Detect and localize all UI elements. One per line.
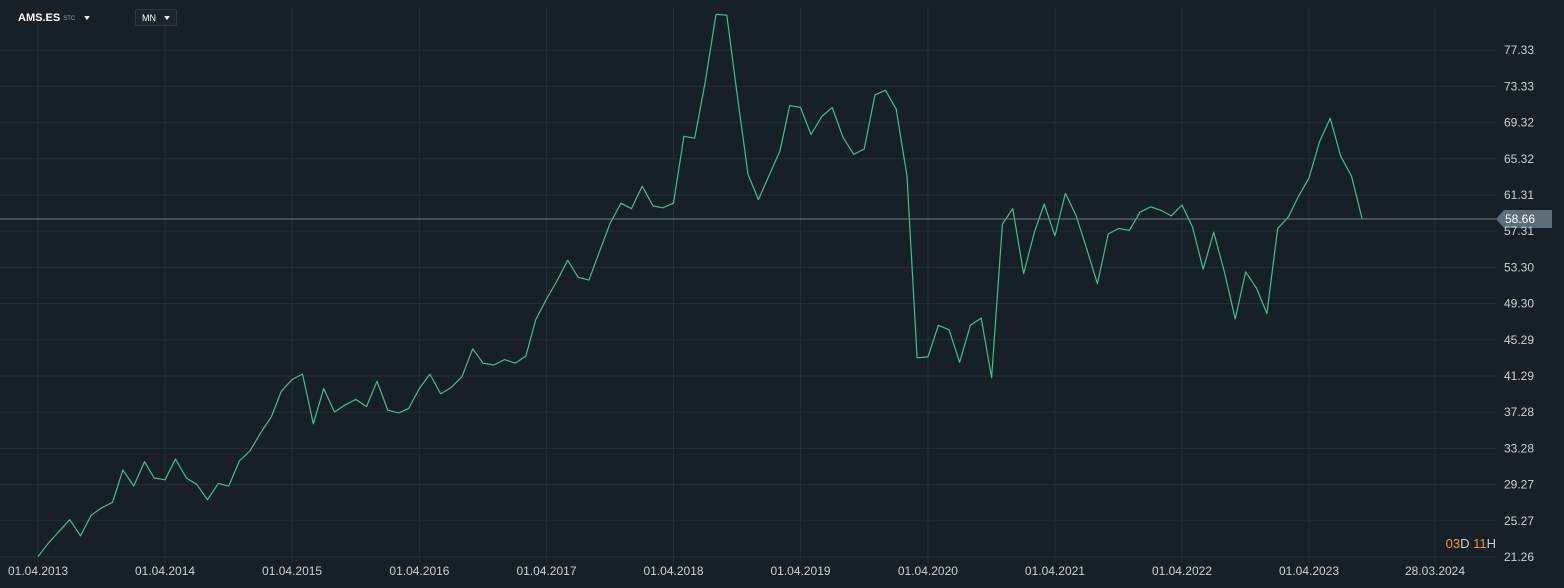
x-tick-label: 01.04.2014 — [135, 564, 195, 578]
y-tick-label: 61.31 — [1504, 188, 1534, 202]
x-tick-label: 01.04.2017 — [516, 564, 576, 578]
timer-hours: 11 — [1473, 536, 1487, 551]
x-tick-label: 01.04.2019 — [771, 564, 831, 578]
x-tick-label: 01.04.2020 — [898, 564, 958, 578]
y-tick-label: 53.30 — [1504, 260, 1534, 274]
y-tick-label: 33.28 — [1504, 441, 1534, 455]
x-tick-label: 01.04.2013 — [8, 564, 68, 578]
current-price-marker: 58.66 — [0, 209, 1552, 228]
y-tick-label: 37.28 — [1504, 405, 1534, 419]
timer-days: 03 — [1445, 536, 1461, 551]
y-tick-label: 41.29 — [1504, 369, 1534, 383]
price-series-line — [37, 13, 1363, 557]
timer-hours-unit: H — [1486, 536, 1496, 551]
bar-countdown-timer: 03D 11H — [1446, 536, 1496, 551]
x-tick-label: 28.03.2024 — [1405, 564, 1465, 578]
current-price-tag — [1496, 209, 1552, 228]
chart-grid — [0, 8, 1496, 563]
symbol-exchange: STC — [63, 16, 76, 22]
y-tick-label: 65.32 — [1504, 152, 1534, 166]
y-tick-label: 57.31 — [1504, 224, 1534, 238]
interval-selector[interactable]: MN — [135, 9, 177, 26]
y-tick-label: 25.27 — [1504, 514, 1534, 528]
y-tick-label: 77.33 — [1504, 43, 1534, 57]
interval-label: MN — [142, 12, 156, 23]
symbol-name: AMS.ES — [18, 11, 61, 24]
x-tick-label: 01.04.2018 — [643, 564, 703, 578]
chevron-down-icon — [164, 15, 170, 20]
current-price-label: 58.66 — [1505, 212, 1535, 226]
x-tick-label: 01.04.2015 — [262, 564, 322, 578]
x-tick-label: 01.04.2022 — [1152, 564, 1212, 578]
y-tick-label: 73.33 — [1504, 79, 1534, 93]
x-tick-label: 01.04.2021 — [1025, 564, 1085, 578]
symbol-selector[interactable]: AMS.ES STC — [18, 9, 91, 26]
x-axis: 01.04.2013 01.04.2014 01.04.2015 01.04.2016… — [8, 564, 1465, 578]
y-tick-label: 49.30 — [1504, 297, 1534, 311]
y-axis: 77.33 73.33 69.32 65.32 61.31 57.31 53.30 49.30… — [1504, 43, 1534, 564]
x-tick-label: 01.04.2016 — [389, 564, 449, 578]
chart-series — [37, 13, 1363, 557]
y-tick-label: 29.27 — [1504, 478, 1534, 492]
y-tick-label: 21.26 — [1504, 550, 1534, 564]
y-tick-label: 45.29 — [1504, 333, 1534, 347]
y-tick-label: 69.32 — [1504, 116, 1534, 130]
chevron-down-icon — [84, 15, 91, 20]
x-tick-label: 01.04.2023 — [1279, 564, 1339, 578]
timer-days-unit: D — [1460, 536, 1470, 551]
